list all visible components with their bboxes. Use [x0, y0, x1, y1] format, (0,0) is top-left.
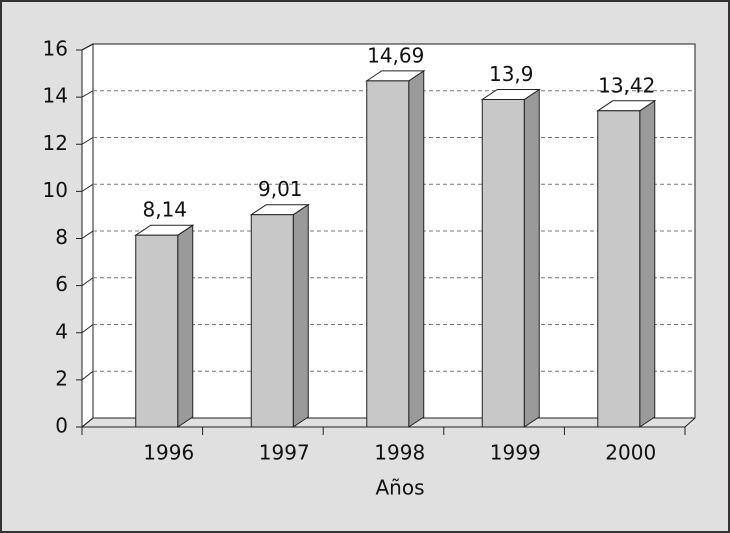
- data-label: 9,01: [258, 177, 303, 201]
- y-tick-depth: [81, 90, 94, 98]
- y-tick-label: 16: [43, 37, 68, 61]
- bar-side: [292, 203, 309, 428]
- y-tick-label: 0: [55, 414, 68, 438]
- bar-side: [408, 69, 425, 428]
- side-wall: [81, 43, 94, 429]
- y-tick-label: 2: [55, 366, 68, 390]
- data-label: 13,9: [489, 62, 534, 86]
- y-tick-depth: [81, 183, 94, 192]
- y-tick-depth: [81, 230, 94, 239]
- y-tick-label: 10: [43, 178, 68, 202]
- data-label: 14,69: [367, 43, 424, 67]
- bar: [597, 110, 641, 428]
- x-tick-label: 2000: [605, 441, 656, 465]
- y-tick-label: 14: [43, 84, 68, 108]
- y-tick-depth: [81, 417, 94, 428]
- data-label: 13,42: [598, 73, 655, 97]
- x-tick-label: 1997: [259, 441, 310, 465]
- bar-side: [523, 88, 540, 428]
- y-tick-label: 12: [43, 131, 68, 155]
- y-tick-depth: [81, 324, 94, 334]
- bar: [366, 80, 410, 428]
- y-tick-depth: [81, 277, 94, 287]
- floor-edge: [684, 417, 696, 428]
- y-tick-label: 8: [55, 225, 68, 249]
- y-tick-label: 4: [55, 319, 68, 343]
- x-tick-label: 1996: [143, 441, 194, 465]
- y-tick-depth: [81, 370, 94, 381]
- x-axis-title: Años: [375, 476, 424, 500]
- y-tick-depth: [81, 137, 94, 145]
- y-tick-label: 6: [55, 272, 68, 296]
- bar-side: [177, 224, 194, 428]
- x-tick-label: 1998: [374, 441, 425, 465]
- bar: [250, 214, 294, 428]
- x-tick-label: 1999: [490, 441, 541, 465]
- bar: [135, 234, 179, 428]
- data-label: 8,14: [142, 198, 187, 222]
- bar-side: [639, 99, 656, 428]
- y-tick-depth: [81, 43, 94, 51]
- bar: [481, 98, 525, 428]
